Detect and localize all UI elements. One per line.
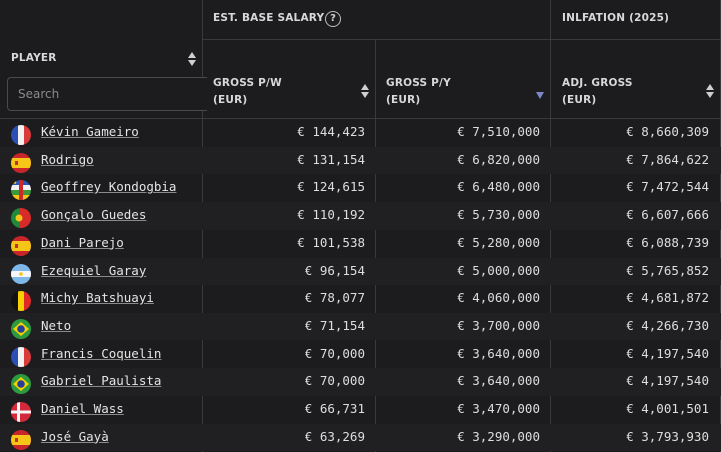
player-name-link[interactable]: Ezequiel Garay — [41, 262, 147, 278]
flag-icon — [11, 402, 31, 422]
group-header-inflation: INLFATION (2025) — [562, 12, 670, 24]
gross-py-cell: € 7,510,000 — [457, 124, 540, 139]
gross-pw-cell: € 101,538 — [297, 234, 365, 250]
gross-pw-cell: € 63,269 — [304, 428, 365, 444]
player-name-link[interactable]: Rodrigo — [41, 151, 94, 167]
sort-descending-icon[interactable] — [536, 92, 544, 99]
adj-gross-cell: € 8,660,309 — [626, 124, 709, 139]
adj-gross-cell: € 4,266,730 — [626, 317, 709, 333]
column-header-adj-gross-unit: (EUR) — [562, 94, 597, 106]
gross-py-cell: € 3,470,000 — [457, 401, 540, 416]
column-header-adj-gross[interactable]: ADJ. GROSS (EUR) — [562, 75, 633, 109]
flag-icon — [11, 125, 31, 145]
adj-gross-cell: € 4,001,501 — [626, 401, 709, 416]
gross-py-cell: € 5,730,000 — [457, 207, 540, 223]
table-row: Gabriel Paulista € 70,000 € 3,640,000 € 4,1… — [0, 368, 721, 396]
flag-icon — [11, 374, 31, 395]
player-name-link[interactable]: José Gayà — [41, 428, 109, 444]
gross-py-cell: € 5,000,000 — [457, 262, 540, 278]
adj-gross-cell: € 4,197,540 — [626, 345, 709, 361]
column-header-gross-pw-unit: (EUR) — [213, 94, 248, 106]
gross-py-cell: € 3,700,000 — [457, 317, 540, 333]
help-icon[interactable]: ? — [325, 11, 341, 27]
table-row: Ezequiel Garay € 96,154 € 5,000,000 € 5,765… — [0, 257, 721, 286]
adj-gross-cell: € 4,197,540 — [626, 373, 709, 389]
gross-py-cell: € 3,640,000 — [457, 373, 540, 389]
sort-icon[interactable] — [706, 84, 714, 98]
table-row: Neto € 71,154 € 3,700,000 € 4,266,730 — [0, 312, 721, 341]
gross-py-cell: € 4,060,000 — [457, 290, 540, 306]
player-name-link[interactable]: Gonçalo Guedes — [41, 207, 147, 223]
gross-pw-cell: € 110,192 — [297, 207, 365, 223]
header-bottom-border — [0, 118, 721, 119]
flag-icon — [11, 263, 31, 284]
column-header-gross-py-title: GROSS P/Y — [386, 77, 451, 89]
player-name-link[interactable]: Francis Coquelin — [41, 345, 162, 361]
player-name-link[interactable]: Michy Batshuayi — [41, 290, 154, 306]
header-divider — [202, 39, 721, 40]
group-header-salary: EST. BASE SALARY — [213, 12, 325, 24]
flag-icon — [11, 346, 31, 367]
flag-icon — [11, 208, 31, 229]
player-name-link[interactable]: Gabriel Paulista — [41, 373, 162, 389]
gross-pw-cell: € 131,154 — [297, 151, 365, 167]
table-row: Dani Parejo € 101,538 € 5,280,000 € 6,088,7… — [0, 230, 721, 258]
player-name-link[interactable]: Kévin Gameiro — [41, 124, 139, 139]
flag-icon — [11, 318, 31, 339]
gross-pw-cell: € 70,000 — [304, 345, 365, 361]
gross-py-cell: € 3,640,000 — [457, 345, 540, 361]
adj-gross-cell: € 3,793,930 — [626, 428, 709, 444]
gross-pw-cell: € 78,077 — [304, 290, 365, 306]
sort-icon[interactable] — [361, 84, 369, 98]
table-row: José Gayà € 63,269 € 3,290,000 € 3,793,930 — [0, 423, 721, 452]
gross-pw-cell: € 96,154 — [304, 262, 365, 278]
table-row: Gonçalo Guedes € 110,192 € 5,730,000 € 6,60… — [0, 202, 721, 230]
gross-pw-cell: € 124,615 — [297, 179, 365, 195]
column-header-gross-pw-title: GROSS P/W — [213, 77, 282, 89]
flag-icon — [11, 152, 31, 173]
flag-icon — [11, 180, 31, 201]
adj-gross-cell: € 5,765,852 — [626, 262, 709, 278]
adj-gross-cell: € 4,681,872 — [626, 290, 709, 306]
table-row: Francis Coquelin € 70,000 € 3,640,000 € 4,1… — [0, 341, 721, 369]
player-name-link[interactable]: Neto — [41, 317, 72, 333]
table-row: Rodrigo € 131,154 € 6,820,000 € 7,864,622 — [0, 146, 721, 175]
adj-gross-cell: € 7,472,544 — [626, 179, 709, 195]
column-divider — [375, 39, 376, 452]
column-header-adj-gross-title: ADJ. GROSS — [562, 77, 633, 89]
flag-icon — [11, 235, 31, 256]
table-row: Michy Batshuayi € 78,077 € 4,060,000 € 4,68… — [0, 285, 721, 313]
adj-gross-cell: € 7,864,622 — [626, 151, 709, 167]
column-header-gross-py-unit: (EUR) — [386, 94, 421, 106]
gross-py-cell: € 6,820,000 — [457, 151, 540, 167]
column-header-player[interactable]: PLAYER — [11, 52, 57, 64]
gross-py-cell: € 3,290,000 — [457, 428, 540, 444]
player-name-link[interactable]: Dani Parejo — [41, 234, 124, 250]
gross-pw-cell: € 70,000 — [304, 373, 365, 389]
player-name-link[interactable]: Geoffrey Kondogbia — [41, 179, 177, 195]
player-name-link[interactable]: Daniel Wass — [41, 401, 124, 416]
table-row: Daniel Wass € 66,731 € 3,470,000 € 4,001,50… — [0, 396, 721, 424]
gross-py-cell: € 5,280,000 — [457, 234, 540, 250]
flag-icon — [11, 291, 31, 312]
flag-icon — [11, 429, 31, 450]
adj-gross-cell: € 6,607,666 — [626, 207, 709, 223]
gross-pw-cell: € 144,423 — [297, 124, 365, 139]
gross-py-cell: € 6,480,000 — [457, 179, 540, 195]
gross-pw-cell: € 66,731 — [304, 401, 365, 416]
gross-pw-cell: € 71,154 — [304, 317, 365, 333]
sort-icon[interactable] — [188, 52, 196, 66]
player-search-input[interactable] — [7, 77, 207, 111]
column-header-gross-pw[interactable]: GROSS P/W (EUR) — [213, 75, 282, 109]
adj-gross-cell: € 6,088,739 — [626, 234, 709, 250]
table-row: Geoffrey Kondogbia € 124,615 € 6,480,000 € … — [0, 174, 721, 202]
table-row: Kévin Gameiro € 144,423 € 7,510,000 € 8,660… — [0, 119, 721, 147]
column-header-gross-py[interactable]: GROSS P/Y (EUR) — [386, 75, 451, 109]
